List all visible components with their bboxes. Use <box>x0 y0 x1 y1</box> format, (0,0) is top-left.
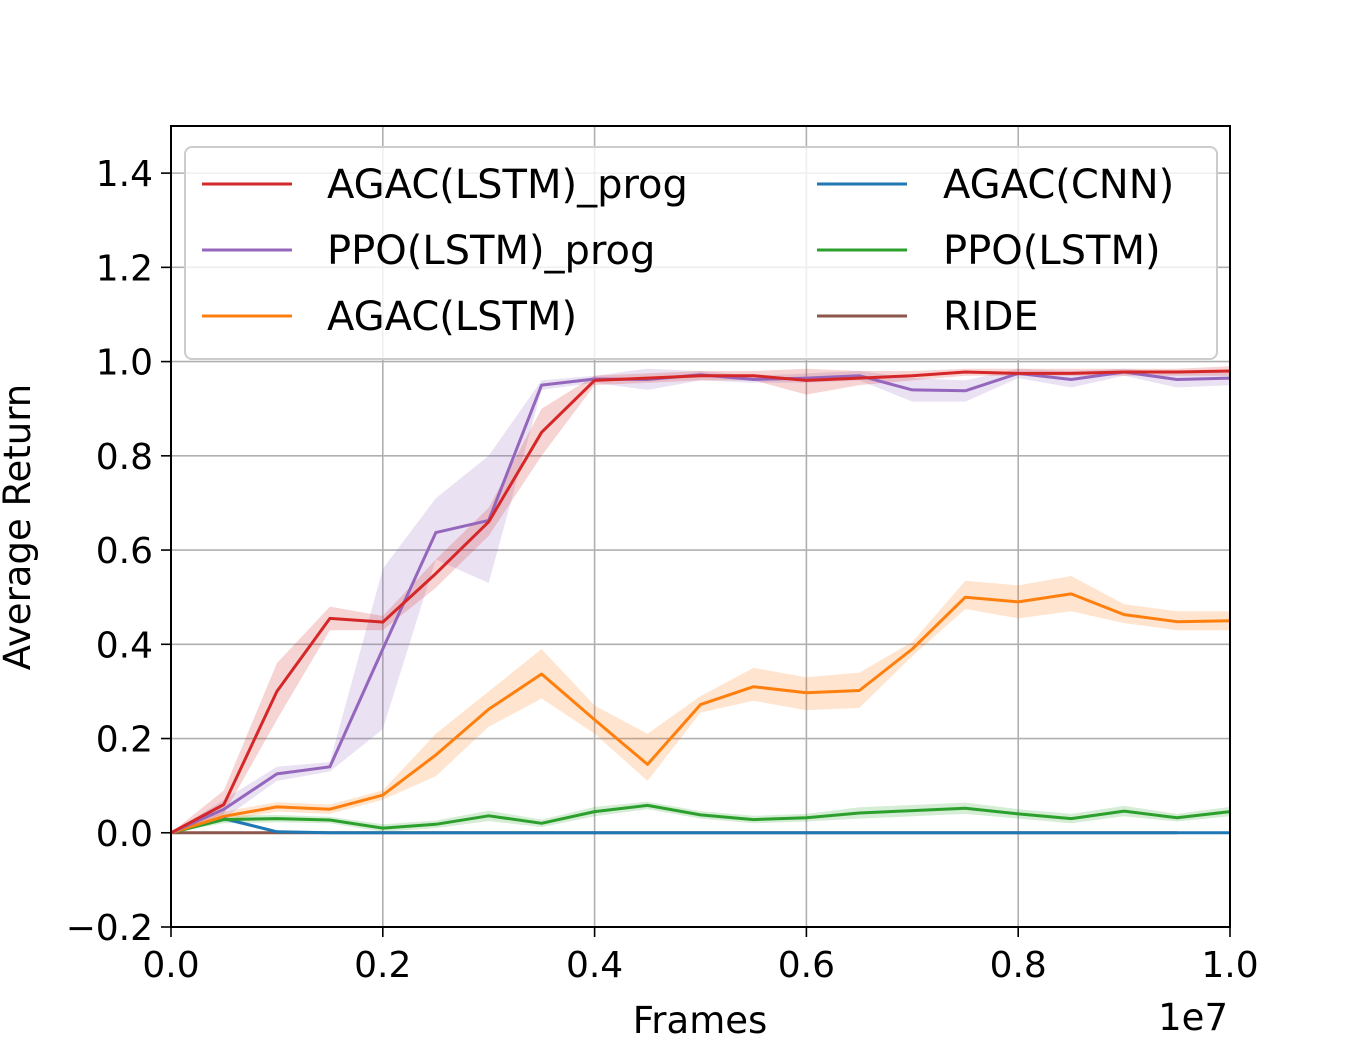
x-axis-ticks: 0.0 0.2 0.4 0.6 0.8 1.0 <box>142 927 1259 986</box>
legend-label-agac-lstm: AGAC(LSTM) <box>327 294 577 340</box>
y-tick-label: 1.4 <box>96 154 153 195</box>
y-tick-label: 0.0 <box>96 814 153 855</box>
x-tick-label: 0.6 <box>778 945 835 986</box>
x-tick-label: 0.4 <box>566 945 623 986</box>
y-axis-title: Average Return <box>0 384 39 670</box>
x-axis-offset-label: 1e7 <box>1158 996 1228 1039</box>
legend: AGAC(LSTM)_prog PPO(LSTM)_prog AGAC(LSTM) A… <box>184 146 1218 360</box>
plot-frame <box>170 125 1231 928</box>
legend-label-agac-cnn: AGAC(CNN) <box>943 162 1174 208</box>
x-tick-label: 0.2 <box>354 945 411 986</box>
series-lines <box>170 369 1231 835</box>
x-tick-label: 0.0 <box>142 945 199 986</box>
y-axis-ticks: −0.2 0.0 0.2 0.4 0.6 0.8 1.0 1.2 1.4 <box>66 154 171 949</box>
legend-label-agac-lstm-prog: AGAC(LSTM)_prog <box>327 162 688 208</box>
ppo-lstm-prog-band <box>171 368 1230 833</box>
x-axis-title: Frames <box>633 999 768 1042</box>
y-tick-label: 0.2 <box>96 720 153 761</box>
y-tick-label: 0.4 <box>96 625 153 666</box>
y-tick-label: 0.6 <box>96 531 153 572</box>
y-tick-label: 1.2 <box>96 248 153 289</box>
agac-lstm-line <box>170 592 1231 835</box>
x-tick-label: 0.8 <box>990 945 1047 986</box>
legend-label-ppo-lstm-prog: PPO(LSTM)_prog <box>327 228 655 274</box>
legend-label-ride: RIDE <box>943 294 1039 340</box>
legend-label-ppo-lstm: PPO(LSTM) <box>943 228 1161 274</box>
x-tick-label: 1.0 <box>1201 945 1258 986</box>
y-tick-label: −0.2 <box>66 908 153 949</box>
agac-lstm-prog-line <box>170 369 1231 835</box>
agac-cnn-line <box>170 817 1230 835</box>
legend-box <box>184 146 1218 360</box>
y-tick-label: 0.8 <box>96 437 153 478</box>
y-tick-label: 1.0 <box>96 343 153 384</box>
ppo-lstm-line <box>170 803 1231 835</box>
